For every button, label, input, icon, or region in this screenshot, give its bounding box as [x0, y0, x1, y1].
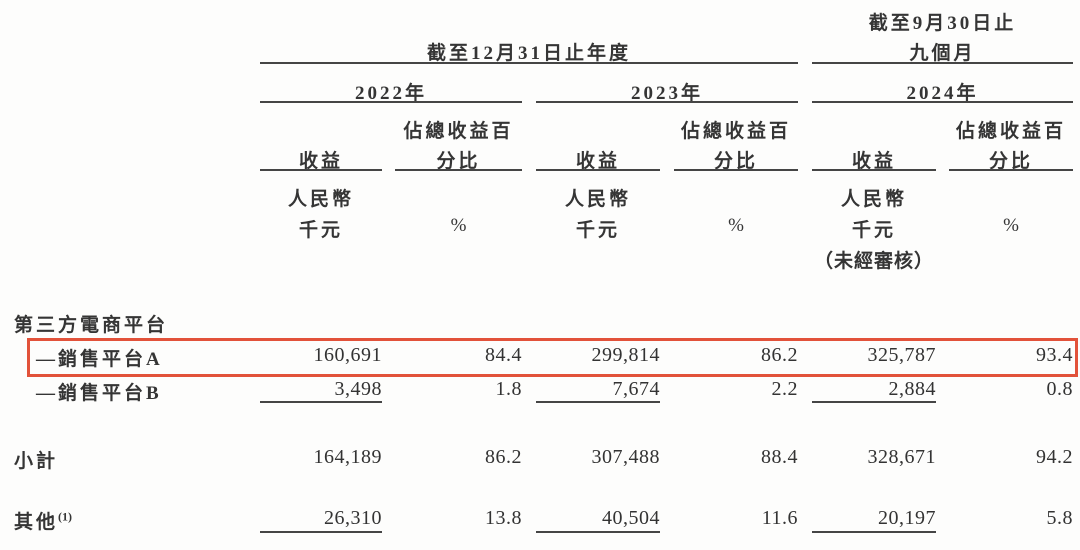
- rule-year-2024: [812, 101, 1073, 103]
- rule-others-below-2022: [260, 531, 382, 533]
- header-year-2022: 2022年: [354, 83, 427, 104]
- cell-platform-b-2023-pct: 2.2: [771, 378, 798, 400]
- unit-thousand-2024: 千元: [851, 220, 896, 241]
- row-label-platform-a: —銷售平台A: [36, 349, 163, 370]
- cell-subtotal-2022-revenue: 164,189: [313, 446, 382, 468]
- rule-group-left: [260, 62, 798, 64]
- cell-subtotal-2024-revenue: 328,671: [867, 446, 936, 468]
- unit-thousand-2023: 千元: [575, 220, 620, 241]
- unit-thousand-2022: 千元: [298, 220, 343, 241]
- cell-platform-b-2023-revenue: 7,674: [612, 378, 660, 400]
- colheader-pct-2023-line1: 佔總收益百: [680, 121, 791, 142]
- unit-percent-2022: %: [450, 215, 467, 236]
- rule-subtotal-above-2023: [536, 401, 660, 403]
- colheader-pct-2024-line1: 佔總收益百: [955, 121, 1066, 142]
- unit-percent-2024: %: [1003, 215, 1019, 236]
- unit-rmb-2024: 人民幣: [840, 189, 907, 210]
- cell-platform-a-2023-revenue: 299,814: [591, 344, 660, 366]
- cell-platform-a-2024-revenue: 325,787: [867, 344, 936, 366]
- rule-others-below-2024: [812, 531, 936, 533]
- colheader-revenue-2022: 收益: [298, 151, 343, 172]
- unit-rmb-2022: 人民幣: [287, 189, 354, 210]
- rule-col-6: [949, 169, 1073, 171]
- red-highlight-box-platform-a: [27, 338, 1078, 377]
- cell-platform-a-2022-revenue: 160,691: [313, 344, 382, 366]
- rule-col-1: [260, 169, 382, 171]
- rule-group-right: [812, 62, 1073, 64]
- header-year-ended: 截至12月31日止年度: [426, 43, 631, 64]
- cell-others-2023-revenue: 40,504: [602, 507, 660, 529]
- rule-col-4: [674, 169, 798, 171]
- cell-subtotal-2024-pct: 94.2: [1036, 446, 1073, 468]
- rule-col-3: [536, 169, 660, 171]
- unit-percent-2023: %: [728, 215, 744, 236]
- row-label-platform-b: —銷售平台B: [36, 383, 162, 404]
- cell-platform-a-2024-pct: 93.4: [1036, 344, 1073, 366]
- cell-others-2022-pct: 13.8: [485, 507, 522, 529]
- cell-platform-b-2024-revenue: 2,884: [888, 378, 936, 400]
- cell-subtotal-2023-revenue: 307,488: [591, 446, 660, 468]
- colheader-pct-2023-line2: 分比: [713, 151, 758, 172]
- colheader-revenue-2023: 收益: [575, 151, 620, 172]
- rule-subtotal-above-2024: [812, 401, 936, 403]
- cell-others-2024-revenue: 20,197: [878, 507, 936, 529]
- header-nine-months-line1: 截至9月30日止: [868, 13, 1017, 34]
- section-label-third-party-ecommerce: 第三方電商平台: [14, 315, 169, 336]
- rule-year-2023: [536, 101, 798, 103]
- cell-subtotal-2022-pct: 86.2: [485, 446, 522, 468]
- rule-col-5: [812, 169, 936, 171]
- rule-others-below-2023: [536, 531, 660, 533]
- footnote-marker-1: (1): [58, 509, 73, 524]
- cell-platform-a-2022-pct: 84.4: [485, 344, 522, 366]
- row-label-others: 其他(1): [14, 507, 72, 534]
- row-label-subtotal: 小計: [14, 451, 59, 472]
- header-year-2023: 2023年: [630, 83, 703, 104]
- unit-unaudited-2024: （未經審核）: [813, 251, 934, 272]
- cell-subtotal-2023-pct: 88.4: [761, 446, 798, 468]
- cell-platform-b-2024-pct: 0.8: [1046, 378, 1073, 400]
- cell-others-2023-pct: 11.6: [761, 507, 798, 529]
- cell-others-2024-pct: 5.8: [1046, 507, 1073, 529]
- colheader-revenue-2024: 收益: [851, 151, 896, 172]
- rule-subtotal-above-2022: [260, 401, 382, 403]
- rule-col-2: [395, 169, 522, 171]
- cell-platform-b-2022-pct: 1.8: [495, 378, 522, 400]
- unit-rmb-2023: 人民幣: [564, 189, 631, 210]
- colheader-pct-2022-line2: 分比: [436, 151, 481, 172]
- header-year-2024: 2024年: [906, 83, 979, 104]
- header-nine-months-line2: 九個月: [909, 43, 976, 64]
- rule-year-2022: [260, 101, 522, 103]
- cell-platform-a-2023-pct: 86.2: [761, 344, 798, 366]
- cell-platform-b-2022-revenue: 3,498: [334, 378, 382, 400]
- cell-others-2022-revenue: 26,310: [324, 507, 382, 529]
- row-label-others-text: 其他: [14, 512, 59, 533]
- colheader-pct-2024-line2: 分比: [988, 151, 1033, 172]
- colheader-pct-2022-line1: 佔總收益百: [403, 121, 514, 142]
